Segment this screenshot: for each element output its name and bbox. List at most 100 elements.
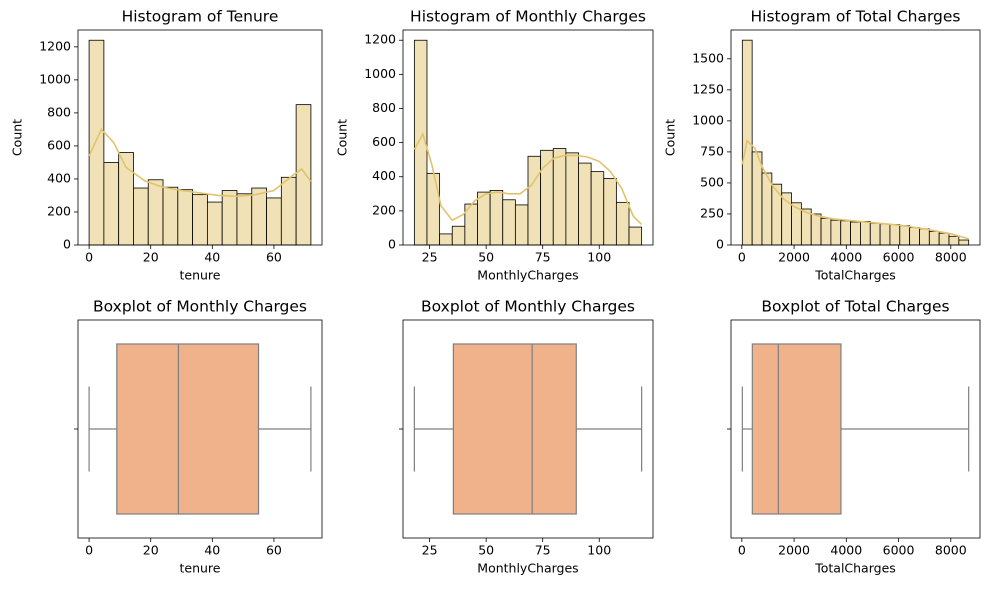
histogram-bar [919, 228, 930, 246]
y-tick-label: 1200 [364, 32, 396, 47]
y-axis-label: Count [335, 119, 350, 156]
x-tick-label: 20 [143, 543, 159, 558]
histogram-bar [192, 194, 208, 246]
histogram-bar [869, 222, 881, 246]
x-tick-label: 50 [478, 543, 494, 558]
x-tick-label: 0 [85, 543, 93, 558]
x-tick-label: 8000 [935, 250, 967, 265]
x-tick-label: 40 [204, 250, 220, 265]
subplot-title: Histogram of Tenure [122, 8, 279, 26]
x-tick-label: 75 [535, 543, 551, 558]
histogram-bar [830, 219, 842, 246]
histogram-bar [502, 199, 516, 246]
histogram-bar [251, 187, 267, 246]
x-tick-label: 4000 [830, 250, 862, 265]
axes-frame [730, 29, 981, 246]
x-tick-label: 6000 [883, 250, 915, 265]
x-tick-label: 0 [738, 250, 746, 265]
y-tick-label: 600 [47, 137, 71, 152]
y-tick-label: 1000 [692, 112, 724, 127]
histogram-bar [477, 191, 491, 246]
histogram-bar [603, 178, 617, 246]
y-tick-label: 400 [47, 170, 71, 185]
x-tick-label: 4000 [830, 543, 862, 558]
histogram-bar [147, 179, 164, 246]
histogram-bar [266, 197, 282, 246]
histogram-bar [850, 221, 861, 246]
y-tick-label: 400 [372, 168, 396, 183]
subplot: Boxplot of Total Charges TotalCharges 0 200… [727, 298, 981, 576]
subplot: Histogram of Total Charges TotalCharges 0 2… [663, 8, 981, 283]
subplot: Boxplot of Monthly Charges tenure 0 20 40 60 [74, 298, 323, 576]
kde-line [413, 132, 643, 226]
x-axis-label: TotalCharges [814, 561, 896, 576]
y-tick-label: 250 [700, 205, 724, 220]
y-tick-label: 200 [47, 203, 71, 218]
histogram-bar [133, 187, 149, 246]
x-tick-label: 8000 [935, 543, 967, 558]
histogram-bar [810, 213, 822, 246]
kde-line [88, 127, 312, 198]
histogram-bar [928, 230, 940, 246]
y-tick-label: 800 [372, 100, 396, 115]
y-tick-label: 800 [47, 104, 71, 119]
subplot-title: Histogram of Total Charges [750, 8, 960, 26]
histogram-bar [514, 204, 529, 246]
histogram-bar [565, 152, 579, 246]
subplot: Histogram of Tenure tenure 0 20 40 60 Count 0 20… [10, 8, 323, 283]
histogram-bar [590, 171, 605, 246]
x-tick-label: 2000 [778, 250, 810, 265]
histogram-bar [439, 233, 453, 246]
histogram-bar [295, 104, 312, 246]
x-tick-label: 40 [204, 543, 220, 558]
y-axis-label: Count [10, 119, 25, 156]
x-tick-label: 20 [143, 250, 159, 265]
x-axis-label: tenure [180, 268, 221, 283]
x-tick-label: 0 [738, 543, 746, 558]
histogram-bar [771, 183, 783, 246]
histogram-bar [177, 189, 194, 246]
subplot: Boxplot of Monthly Charges MonthlyCharges… [399, 298, 654, 576]
histogram-bar [800, 208, 812, 246]
histogram-bar [889, 224, 901, 246]
histogram-bar [948, 235, 960, 246]
histogram-bar [103, 162, 120, 246]
x-tick-label: 25 [422, 250, 438, 265]
histogram-bar [879, 223, 891, 246]
histogram-bar [206, 201, 223, 246]
axes-frame [730, 319, 981, 539]
subplot-title: Histogram of Monthly Charges [410, 8, 646, 26]
y-tick-label: 1000 [39, 71, 71, 86]
histogram-bar [860, 221, 871, 246]
axes-frame [402, 29, 654, 246]
x-axis-label: MonthlyCharges [477, 268, 578, 283]
histogram-bar [221, 190, 238, 246]
axes-frame [77, 29, 323, 246]
histogram-bar [578, 162, 592, 246]
axes-frame [402, 319, 654, 539]
x-tick-label: 50 [478, 250, 494, 265]
y-tick-label: 500 [700, 174, 724, 189]
x-tick-label: 100 [587, 250, 611, 265]
x-axis-label: MonthlyCharges [477, 561, 578, 576]
histogram-bar [426, 172, 441, 246]
box [452, 343, 577, 515]
histogram-bar [840, 220, 851, 246]
x-tick-label: 0 [85, 250, 93, 265]
box [116, 343, 260, 515]
histogram-bar [552, 148, 567, 246]
y-tick-label: 1500 [692, 50, 724, 65]
x-axis-label: tenure [180, 561, 221, 576]
x-tick-label: 25 [422, 543, 438, 558]
y-tick-label: 1200 [39, 38, 71, 53]
y-tick-label: 750 [700, 143, 724, 158]
histogram-bar [761, 172, 773, 246]
x-axis-label: TotalCharges [814, 268, 896, 283]
y-tick-label: 0 [63, 237, 71, 252]
kde-line [741, 139, 969, 240]
histogram-bar [451, 225, 466, 246]
subplot-title: Boxplot of Total Charges [761, 298, 949, 316]
histogram-bar [280, 176, 297, 246]
histogram-bar [958, 239, 970, 246]
